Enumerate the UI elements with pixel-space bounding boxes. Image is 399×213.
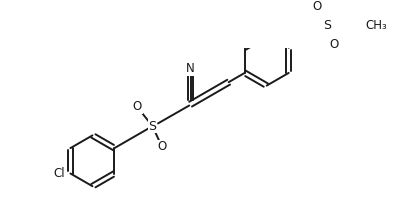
- Text: O: O: [158, 140, 167, 153]
- Text: Cl: Cl: [53, 167, 65, 180]
- Text: S: S: [148, 120, 156, 133]
- Text: N: N: [186, 62, 195, 75]
- Text: CH₃: CH₃: [365, 19, 387, 32]
- Text: O: O: [312, 0, 322, 13]
- Text: O: O: [329, 38, 338, 51]
- Text: O: O: [133, 100, 142, 113]
- Text: S: S: [323, 19, 331, 32]
